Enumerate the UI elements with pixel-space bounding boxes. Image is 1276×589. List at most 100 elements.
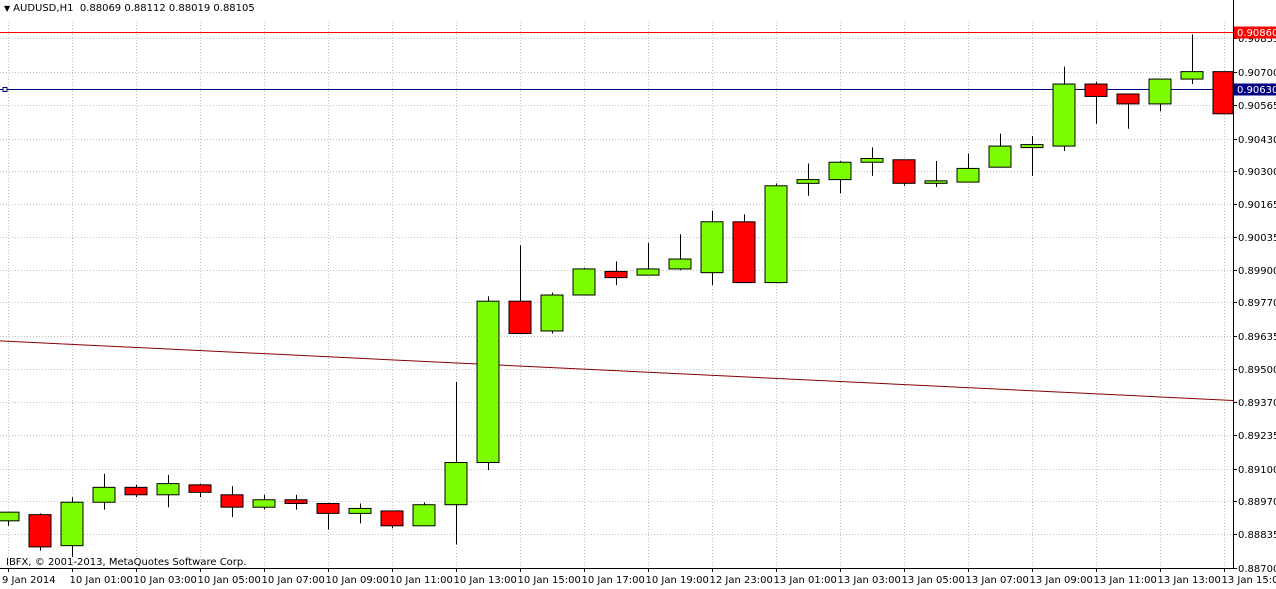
candle-body-bull	[636, 268, 660, 276]
time-tick-label: 13 Jan 09:00	[1030, 575, 1093, 586]
candle-body-bull	[1052, 83, 1076, 147]
candle-body-bear	[316, 502, 340, 514]
price-tick-label: 0.89770	[1238, 298, 1276, 309]
candle-body-bear	[380, 510, 404, 527]
price-tick-label: 0.89235	[1238, 431, 1276, 442]
candle	[668, 234, 692, 271]
price-line-label: 0.90630	[1237, 85, 1276, 96]
candle-body-bull	[1148, 78, 1172, 105]
price-tick-label: 0.88835	[1238, 530, 1276, 541]
candle-body-bear	[1084, 83, 1108, 97]
candle-body-bull	[60, 501, 84, 547]
time-tick-label: 10 Jan 13:00	[454, 575, 517, 586]
candle	[764, 183, 788, 284]
time-tick-label: 13 Jan 07:00	[966, 575, 1029, 586]
candle	[1212, 71, 1234, 115]
candle	[700, 210, 724, 286]
symbol-timeframe: AUDUSD,H1	[13, 3, 74, 14]
candle	[476, 296, 500, 470]
price-tick-label: 0.89500	[1238, 365, 1276, 376]
time-tick-label: 10 Jan 03:00	[134, 575, 197, 586]
candle	[604, 261, 628, 286]
line-anchor-handle	[2, 87, 8, 92]
candle-body-bear	[508, 300, 532, 334]
time-tick-label: 13 Jan 05:00	[902, 575, 965, 586]
time-tick-label: 13 Jan 01:00	[774, 575, 837, 586]
time-tick-label: 10 Jan 09:00	[326, 575, 389, 586]
candle-body-bull	[572, 268, 596, 296]
candle	[1084, 81, 1108, 124]
price-line-label-bg	[1234, 83, 1276, 96]
candle-body-bull	[476, 300, 500, 464]
candle	[1052, 66, 1076, 152]
ohlc-values: 0.88069 0.88112 0.88019 0.88105	[79, 3, 255, 14]
candle-body-bull	[252, 499, 276, 508]
candle	[92, 473, 116, 510]
price-tick-label: 0.88970	[1238, 497, 1276, 508]
candle-body-bull	[1180, 71, 1204, 80]
candle-body-bull	[700, 221, 724, 274]
candle-body-bull	[92, 486, 116, 503]
candle-body-bull	[156, 483, 180, 496]
candle	[1180, 34, 1204, 85]
candle-body-bull	[668, 258, 692, 270]
chart-header: ▼ AUDUSD,H1 0.88069 0.88112 0.88019 0.881…	[4, 3, 255, 14]
dropdown-arrow-icon[interactable]: ▼	[4, 4, 11, 13]
candle	[412, 502, 436, 527]
candle-body-bear	[1116, 93, 1140, 105]
price-tick-label: 0.90035	[1238, 233, 1276, 244]
price-tick-label: 0.89635	[1238, 332, 1276, 343]
candle-body-bear	[1212, 71, 1234, 115]
horizontal-lines	[0, 32, 1233, 92]
time-tick-label: 13 Jan 11:00	[1094, 575, 1157, 586]
candle	[220, 486, 244, 518]
candle	[124, 484, 148, 498]
price-tick-label: 0.90430	[1238, 135, 1276, 146]
price-tick-label: 0.90565	[1238, 101, 1276, 112]
candle	[828, 160, 852, 194]
copyright-text: IBFX, © 2001-2013, MetaQuotes Software C…	[6, 557, 247, 568]
candle	[1148, 78, 1172, 112]
candle	[380, 510, 404, 529]
candle	[540, 292, 564, 334]
time-tick-label: 10 Jan 17:00	[582, 575, 645, 586]
time-tick-label: 10 Jan 01:00	[70, 575, 133, 586]
time-tick-label: 12 Jan 23:00	[710, 575, 773, 586]
time-tick-label: 10 Jan 19:00	[646, 575, 709, 586]
candle-body-bull	[348, 507, 372, 514]
candle-body-bull	[764, 185, 788, 284]
candle	[796, 163, 820, 196]
candle-body-bull	[828, 161, 852, 181]
candle-body-bull	[860, 158, 884, 163]
candle-body-bull	[540, 294, 564, 332]
candle	[636, 242, 660, 276]
candle	[28, 513, 52, 551]
price-tick-label: 0.89900	[1238, 266, 1276, 277]
candle-body-bear	[220, 494, 244, 508]
candle-body-bull	[924, 180, 948, 184]
time-tick-label: 13 Jan 13:00	[1158, 575, 1221, 586]
candle-body-bear	[28, 514, 52, 548]
candle	[956, 153, 980, 183]
candle	[0, 511, 20, 526]
candle	[508, 245, 532, 334]
price-tick-label: 0.90165	[1238, 200, 1276, 211]
candle-body-bull	[0, 511, 20, 522]
price-tick-label: 0.89370	[1238, 398, 1276, 409]
candle	[316, 502, 340, 530]
time-tick-label: 10 Jan 05:00	[198, 575, 261, 586]
price-tick-label: 0.88700	[1238, 564, 1276, 575]
candle	[188, 483, 212, 498]
candle-body-bear	[892, 159, 916, 184]
candle	[892, 159, 916, 186]
price-axis: 0.90835 0.90700 0.90565 0.90430 0.90300 0.901…	[1233, 34, 1276, 575]
candle	[284, 494, 308, 510]
candle-body-bull	[1020, 144, 1044, 149]
candle-body-bull	[988, 145, 1012, 168]
candle	[732, 214, 756, 284]
candle	[988, 133, 1012, 168]
time-tick-label: 10 Jan 11:00	[390, 575, 453, 586]
candle	[1116, 93, 1140, 129]
candle	[572, 267, 596, 296]
